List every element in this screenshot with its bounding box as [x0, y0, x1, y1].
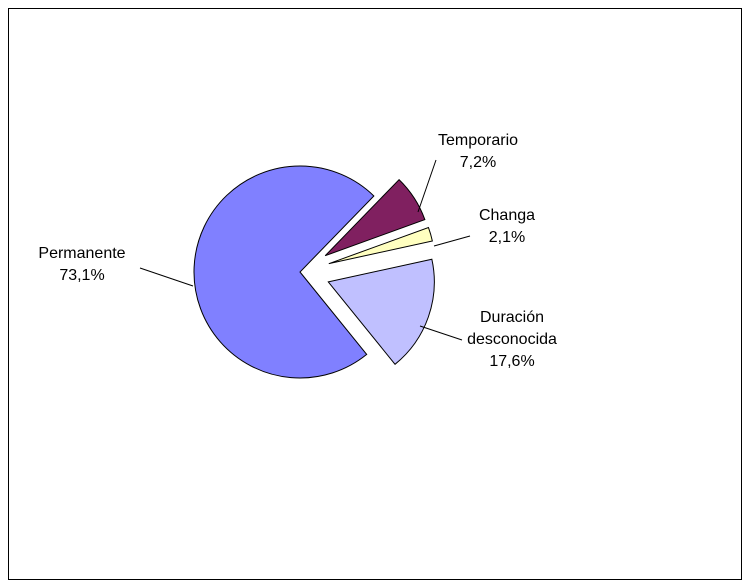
slice-label: Duración desconocida — [467, 309, 557, 348]
slice-label: Changa — [479, 207, 535, 224]
pie-slice — [193, 165, 375, 379]
value-label: 7,2% — [460, 154, 496, 171]
value-label: 17,6% — [489, 353, 534, 370]
leader-line — [417, 159, 437, 213]
value-label: 73,1% — [59, 267, 104, 284]
value-label: 2,1% — [489, 229, 525, 246]
pie-slice — [324, 178, 426, 257]
leader-line — [433, 235, 471, 247]
pie-slice — [327, 258, 435, 366]
slice-label: Temporario — [438, 132, 518, 149]
slice-label: Permanente — [38, 245, 125, 262]
leader-line — [419, 325, 463, 341]
pie-slice — [328, 226, 433, 265]
leader-line — [139, 267, 194, 287]
